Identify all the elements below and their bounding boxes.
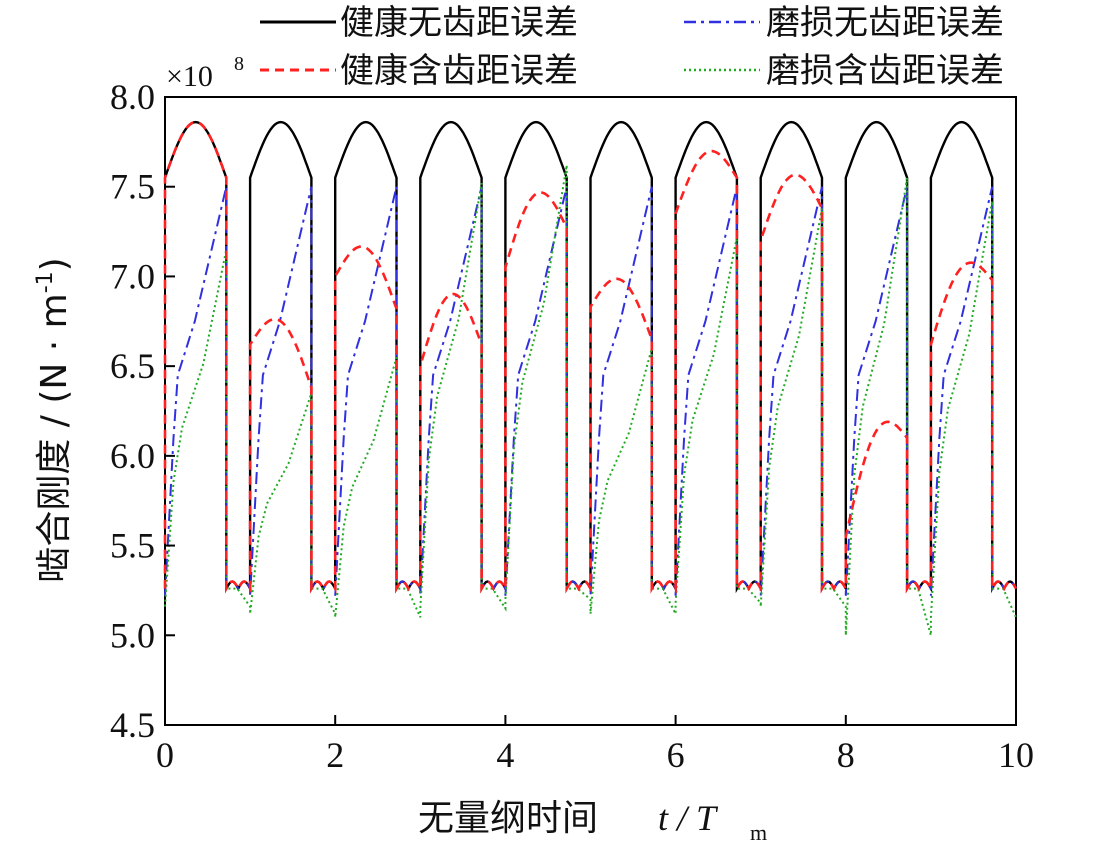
svg-text:m: m xyxy=(750,820,767,845)
series-line-worn-with-error xyxy=(164,165,1017,636)
svg-text:8: 8 xyxy=(234,53,244,75)
x-tick-label: 4 xyxy=(496,735,514,775)
svg-text:啮合刚度 / (N · m-1): 啮合刚度 / (N · m-1) xyxy=(33,257,75,582)
plot-area xyxy=(164,96,1017,726)
y-tick-label: 6.0 xyxy=(110,436,155,476)
y-tick-label: 5.0 xyxy=(110,615,155,655)
y-axis-title: 啮合刚度 / (N · m-1) xyxy=(33,257,75,582)
series-line-healthy-with-error xyxy=(163,120,1018,594)
legend-label-healthy-no-error: 健康无齿距误差 xyxy=(340,3,578,43)
x-tick-label: 6 xyxy=(667,735,685,775)
x-tick-label: 8 xyxy=(837,735,855,775)
x-axis-title: 无量纲时间 t / T m xyxy=(418,798,767,845)
y-tick-label: 5.5 xyxy=(110,526,155,566)
y-tick-label: 6.5 xyxy=(110,346,155,386)
legend-label-worn-with-error: 磨损含齿距误差 xyxy=(766,51,1004,91)
legend-label-healthy-with-error: 健康含齿距误差 xyxy=(340,51,578,91)
y-multiplier: ×10 8 xyxy=(166,53,244,93)
legend: 健康无齿距误差 磨损无齿距误差 健康含齿距误差 磨损含齿距误差 xyxy=(260,3,1004,91)
svg-text:t / T: t / T xyxy=(658,798,719,838)
ticks-layer: 0 2 4 6 8 10 4.5 5.0 5.5 6.0 6.5 7.0 7.5 8.0 xyxy=(110,77,1034,775)
x-tick-label: 2 xyxy=(326,735,344,775)
y-tick-label: 7.5 xyxy=(110,167,155,207)
x-tick-label: 0 xyxy=(156,735,174,775)
y-tick-label: 8.0 xyxy=(110,77,155,117)
x-tick-label: 10 xyxy=(998,735,1034,775)
y-tick-label: 4.5 xyxy=(110,705,155,745)
legend-label-worn-no-error: 磨损无齿距误差 xyxy=(766,3,1004,43)
series-layer xyxy=(163,120,1018,636)
y-tick-label: 7.0 xyxy=(110,256,155,296)
svg-text:无量纲时间: 无量纲时间 xyxy=(418,798,598,839)
svg-text:×10: ×10 xyxy=(166,60,213,93)
